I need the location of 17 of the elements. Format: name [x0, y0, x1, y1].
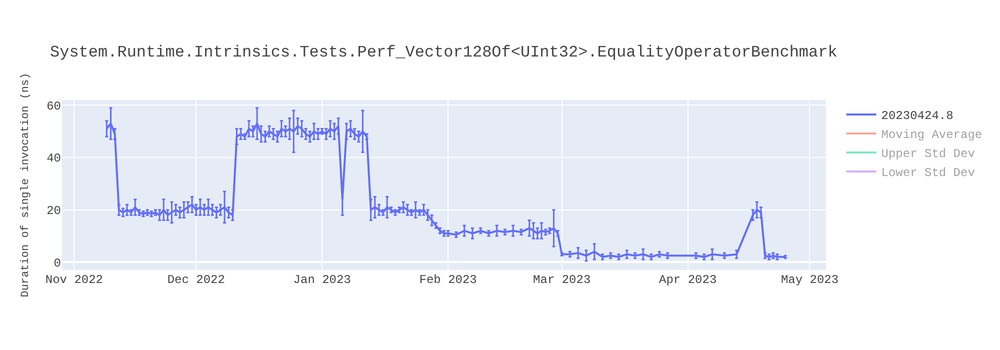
y-tick-label: 60	[46, 99, 61, 114]
y-tick-label: 20	[46, 204, 61, 218]
x-tick-label: Dec 2022	[167, 273, 225, 287]
y-axis-title: Duration of single invocation (ns)	[20, 72, 32, 298]
x-tick-label: May 2023	[780, 273, 839, 287]
x-tick-label: Apr 2023	[659, 273, 717, 287]
legend-label: Lower Std Dev	[881, 166, 975, 180]
y-tick-label: 0	[54, 256, 61, 270]
x-tick-label: Feb 2023	[419, 273, 477, 287]
x-tick-label: Mar 2023	[533, 273, 591, 287]
legend-label: 20230424.8	[881, 109, 954, 124]
x-tick-label: Jan 2023	[293, 273, 351, 287]
y-tick-label: 40	[46, 152, 61, 166]
legend-label: Moving Average	[881, 128, 982, 142]
chart-title: System.Runtime.Intrinsics.Tests.Perf_Vector128Of<UInt32>.EqualityOperatorBenchmark	[50, 44, 838, 62]
legend-label: Upper Std Dev	[881, 147, 975, 162]
x-tick-label: Nov 2022	[45, 273, 103, 287]
